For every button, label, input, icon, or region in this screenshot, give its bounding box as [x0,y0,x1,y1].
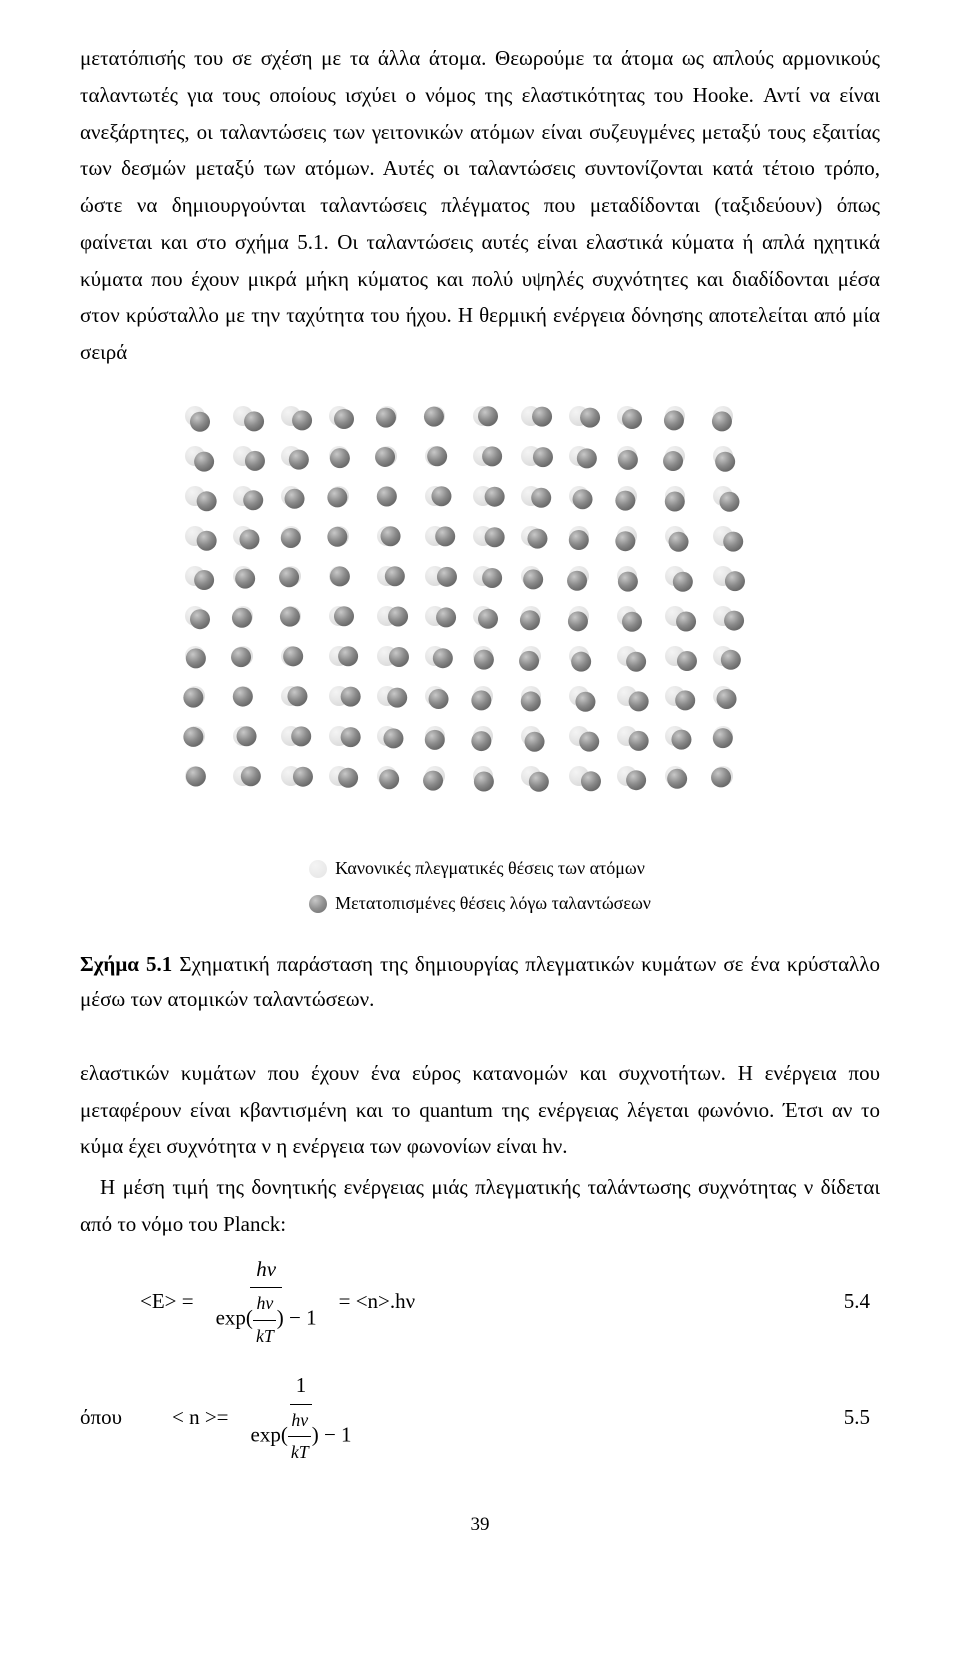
paragraph-2: ελαστικών κυμάτων που έχουν ένα εύρος κα… [80,1055,880,1165]
eq1-denominator: exp(hνkT) − 1 [210,1288,323,1351]
legend-atom-label: Μετατοπισμένες θέσεις λόγω ταλαντώσεων [335,888,651,920]
eq2-label: όπου [80,1399,122,1436]
lattice-diagram [170,401,790,821]
page-number: 39 [80,1508,880,1541]
equation-5-5: όπου < n >= 1 exp(hνkT) − 1 5.5 [80,1367,880,1468]
paragraph-1: μετατόπισής του σε σχέση με τα άλλα άτομ… [80,40,880,371]
eq1-lhs: <E> = [140,1283,194,1320]
eq1-number: 5.4 [844,1283,880,1320]
legend-ghost-dot [309,860,327,878]
eq1-numerator: hν [250,1251,282,1289]
legend-row-ghost: Κανονικές πλεγματικές θέσεις των ατόμων [309,853,645,885]
legend-ghost-label: Κανονικές πλεγματικές θέσεις των ατόμων [335,853,645,885]
paragraph-3: Η μέση τιμή της δονητικής ενέργειας μιάς… [80,1169,880,1243]
eq2-lhs: < n >= [172,1399,229,1436]
figure-caption-label: Σχήμα 5.1 [80,952,172,976]
figure-caption-text: Σχηματική παράσταση της δημιουργίας πλεγ… [80,952,880,1012]
figure-caption: Σχήμα 5.1 Σχηματική παράσταση της δημιου… [80,947,880,1018]
eq2-numerator: 1 [290,1367,313,1405]
equation-5-4: <E> = hν exp(hνkT) − 1 = <n>.hν 5.4 [80,1251,880,1352]
legend-row-atom: Μετατοπισμένες θέσεις λόγω ταλαντώσεων [309,888,651,920]
eq2-fraction: 1 exp(hνkT) − 1 [245,1367,358,1468]
eq2-denominator: exp(hνkT) − 1 [245,1405,358,1468]
figure-5-1: Κανονικές πλεγματικές θέσεις των ατόμων … [80,401,880,922]
figure-legend: Κανονικές πλεγματικές θέσεις των ατόμων … [309,851,651,922]
legend-atom-dot [309,895,327,913]
eq2-number: 5.5 [844,1399,880,1436]
eq1-fraction: hν exp(hνkT) − 1 [210,1251,323,1352]
eq1-tail: = <n>.hν [339,1283,416,1320]
